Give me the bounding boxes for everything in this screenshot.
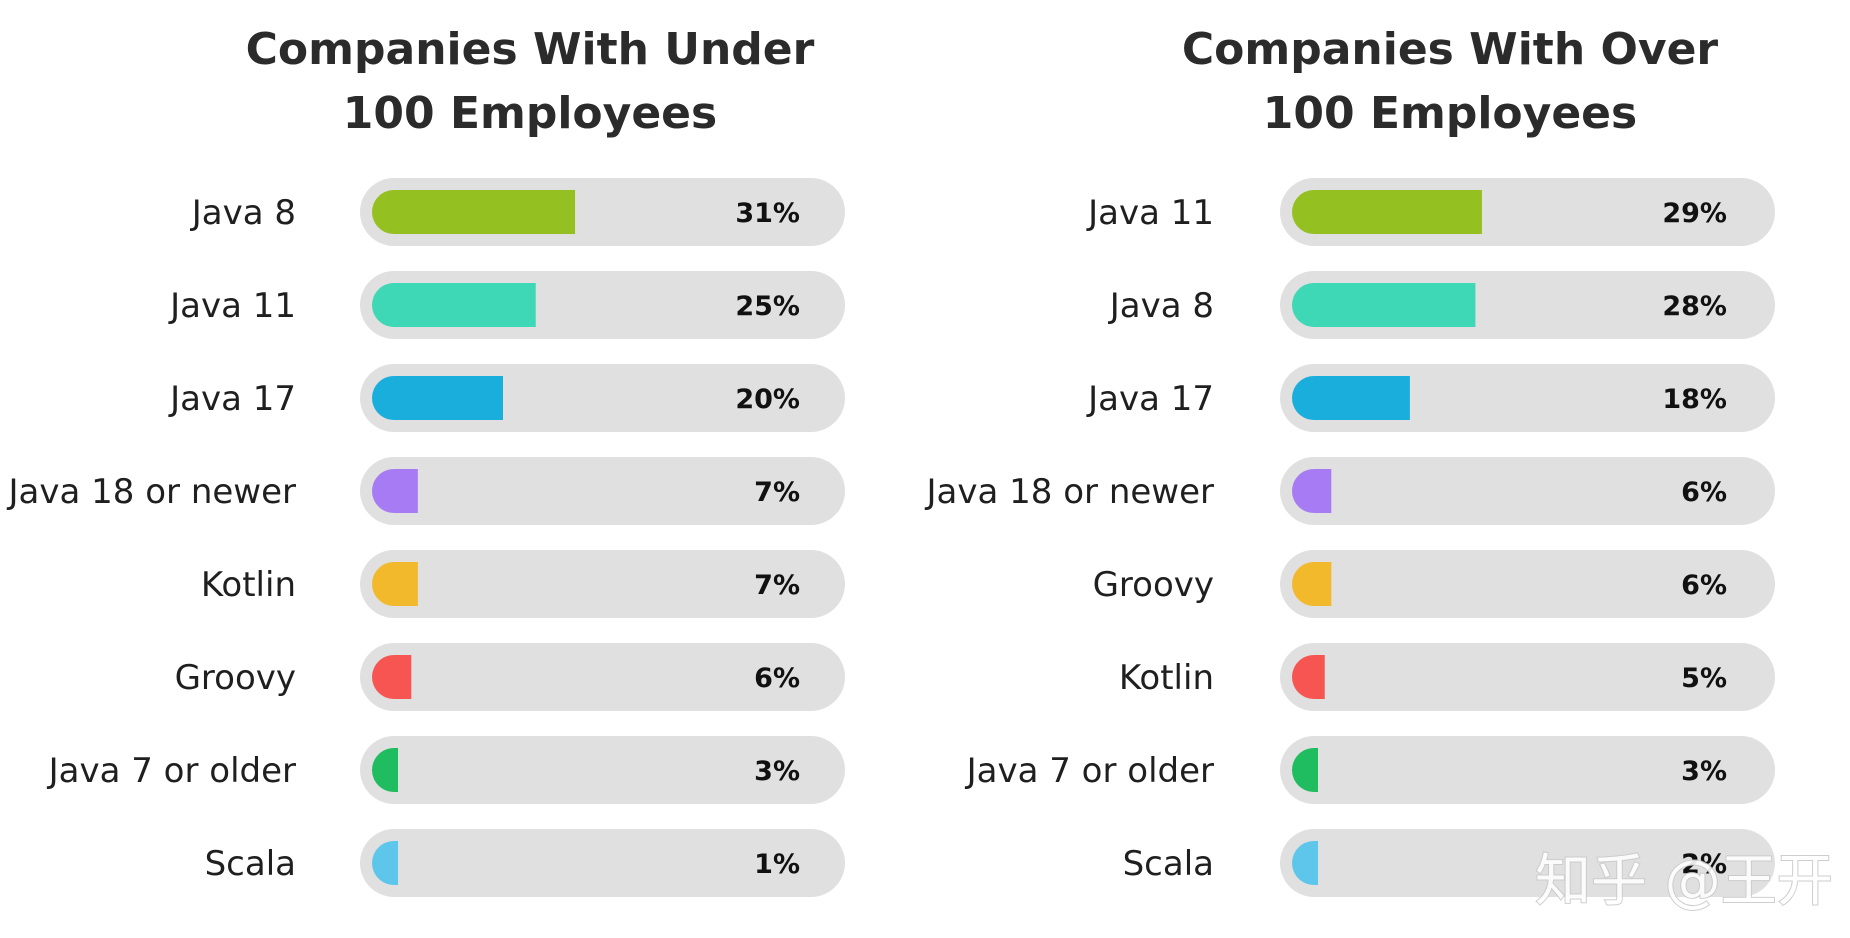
- category-label: Groovy: [1093, 565, 1214, 605]
- bar-fill: [1292, 748, 1318, 792]
- bar-fill: [372, 655, 412, 699]
- bar-row: Java 11 25%: [168, 271, 845, 339]
- bar-fill: [372, 841, 398, 885]
- category-label: Java 8: [1108, 286, 1214, 326]
- bar-track: [1280, 643, 1775, 711]
- bar-fill: [372, 283, 536, 327]
- category-label: Java 8: [190, 193, 296, 233]
- bar-track: [1280, 550, 1775, 618]
- category-label: Java 17: [168, 379, 296, 419]
- bar-track: [1280, 457, 1775, 525]
- category-label: Java 18 or newer: [7, 472, 296, 512]
- value-label: 20%: [735, 384, 800, 415]
- value-label: 2%: [1681, 849, 1727, 880]
- bar-row: Scala 1%: [205, 829, 845, 897]
- chart-title-line: 100 Employees: [1263, 88, 1637, 139]
- value-label: 6%: [754, 663, 800, 694]
- category-label: Java 11: [1086, 193, 1214, 233]
- bar-row: Java 17 20%: [168, 364, 845, 432]
- bar-track: [360, 457, 845, 525]
- bar-track: [1280, 829, 1775, 897]
- bar-row: Java 18 or newer 7%: [7, 457, 845, 525]
- bar-fill: [372, 469, 418, 513]
- category-label: Scala: [1123, 844, 1214, 884]
- category-label: Java 7 or older: [47, 751, 296, 791]
- bar-fill: [1292, 283, 1476, 327]
- bar-row: Java 8 28%: [1108, 271, 1775, 339]
- category-label: Scala: [205, 844, 296, 884]
- chart-title-line: Companies With Under: [246, 24, 815, 75]
- bar-fill: [372, 190, 576, 234]
- bar-track: [1280, 736, 1775, 804]
- bar-row: Scala 2%: [1123, 829, 1775, 897]
- bar-fill: [372, 748, 398, 792]
- category-label: Java 17: [1086, 379, 1214, 419]
- value-label: 6%: [1681, 477, 1727, 508]
- value-label: 31%: [735, 198, 800, 229]
- chart-title-line: 100 Employees: [343, 88, 717, 139]
- category-label: Java 11: [168, 286, 296, 326]
- bar-fill: [1292, 190, 1482, 234]
- bar-row: Java 11 29%: [1086, 178, 1775, 246]
- value-label: 28%: [1662, 291, 1727, 322]
- bar-fill: [1292, 469, 1332, 513]
- value-label: 29%: [1662, 198, 1727, 229]
- bar-row: Kotlin 7%: [201, 550, 845, 618]
- category-label: Kotlin: [1119, 658, 1214, 698]
- bar-track: [360, 829, 845, 897]
- category-label: Groovy: [175, 658, 296, 698]
- bar-row: Groovy 6%: [1093, 550, 1775, 618]
- bar-track: [360, 736, 845, 804]
- bar-row: Java 18 or newer 6%: [925, 457, 1775, 525]
- value-label: 6%: [1681, 570, 1727, 601]
- bar-fill: [1292, 562, 1332, 606]
- chart-panel-1: Companies With Under 100 Employees Java 8 3…: [7, 24, 845, 897]
- bar-fill: [1292, 655, 1325, 699]
- bar-track: [360, 550, 845, 618]
- value-label: 25%: [735, 291, 800, 322]
- category-label: Java 7 or older: [965, 751, 1214, 791]
- bar-row: Groovy 6%: [175, 643, 845, 711]
- chart-panel-2: Companies With Over 100 Employees Java 11 2…: [925, 24, 1775, 897]
- bar-row: Kotlin 5%: [1119, 643, 1775, 711]
- category-label: Kotlin: [201, 565, 296, 605]
- value-label: 5%: [1681, 663, 1727, 694]
- chart-title-line: Companies With Over: [1182, 24, 1719, 75]
- bar-fill: [372, 376, 503, 420]
- bar-fill: [1292, 376, 1410, 420]
- category-label: Java 18 or newer: [925, 472, 1214, 512]
- value-label: 7%: [754, 477, 800, 508]
- bar-track: [360, 643, 845, 711]
- bar-row: Java 17 18%: [1086, 364, 1775, 432]
- value-label: 7%: [754, 570, 800, 601]
- watermark-text: 知乎 @王开: [1535, 849, 1833, 914]
- chart-panels: Companies With Under 100 Employees Java 8 3…: [7, 24, 1775, 897]
- bar-row: Java 7 or older 3%: [965, 736, 1775, 804]
- value-label: 18%: [1662, 384, 1727, 415]
- bar-fill: [1292, 841, 1318, 885]
- value-label: 1%: [754, 849, 800, 880]
- bar-row: Java 7 or older 3%: [47, 736, 845, 804]
- value-label: 3%: [1681, 756, 1727, 787]
- bar-fill: [372, 562, 418, 606]
- bar-row: Java 8 31%: [190, 178, 845, 246]
- value-label: 3%: [754, 756, 800, 787]
